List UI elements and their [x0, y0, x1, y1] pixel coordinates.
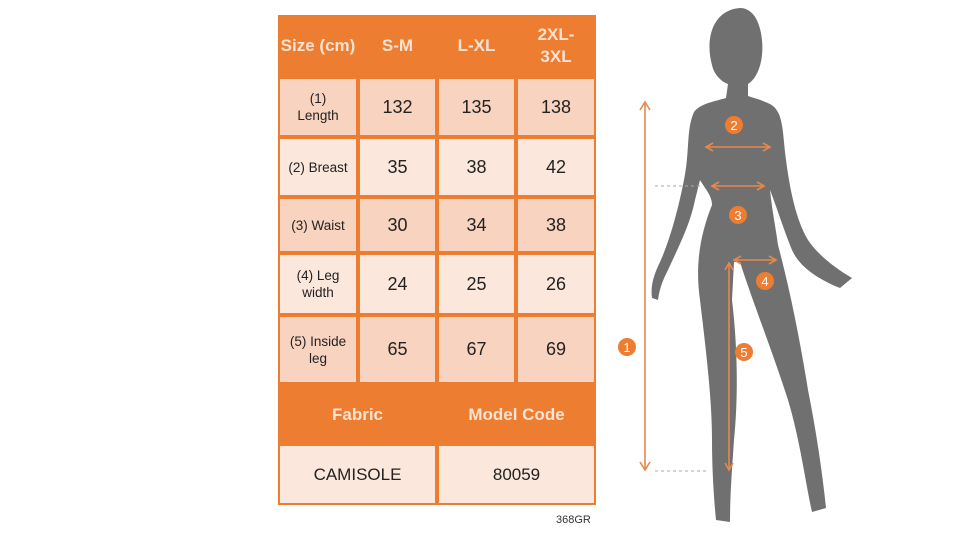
model-code-value: 80059 [439, 446, 594, 503]
marker-1 [618, 338, 636, 356]
marker-4-label: 4 [761, 274, 768, 289]
table-cell: 30 [360, 199, 435, 251]
measurement-arrows [639, 100, 778, 472]
row-label: (4) Leg width [280, 255, 356, 313]
marker-3 [729, 206, 747, 224]
fabric-header: Fabric [331, 405, 384, 424]
table-cell: 135 [439, 79, 514, 135]
marker-badges: 1 2 3 4 5 [618, 116, 774, 361]
table-cell: 65 [360, 317, 435, 382]
row-label: (5) Inside leg [280, 317, 356, 382]
row-label: (2) Breast [280, 139, 356, 195]
table-cell: 38 [518, 199, 594, 251]
marker-2-label: 2 [730, 118, 737, 133]
table-cell: 25 [439, 255, 514, 313]
header-s-m: S-M [381, 36, 414, 55]
marker-1-label: 1 [623, 340, 630, 355]
row-label: (3) Waist [280, 199, 356, 251]
header-2xl-3xl: 2XL-3XL [537, 25, 575, 66]
table-cell: 34 [439, 199, 514, 251]
table-cell: 24 [360, 255, 435, 313]
table-cell: 35 [360, 139, 435, 195]
header-size: Size (cm) [280, 36, 356, 55]
table-cell: 67 [439, 317, 514, 382]
marker-2 [725, 116, 743, 134]
table-cell: 38 [439, 139, 514, 195]
model-code-header: Model Code [468, 405, 565, 424]
fabric-value: CAMISOLE [280, 446, 435, 503]
silhouette [651, 8, 852, 522]
table-cell: 42 [518, 139, 594, 195]
table-cell: 69 [518, 317, 594, 382]
header-l-xl: L-XL [457, 36, 496, 55]
marker-3-label: 3 [734, 208, 741, 223]
marker-5 [735, 343, 753, 361]
marker-5-label: 5 [740, 345, 747, 360]
row-label: (1) Length [280, 79, 356, 135]
table-cell: 138 [518, 79, 594, 135]
table-cell: 132 [360, 79, 435, 135]
table-cell: 26 [518, 255, 594, 313]
marker-4 [756, 272, 774, 290]
size-chart-table: Size (cm) S-M L-XL 2XL-3XL (1) Length 132… [278, 15, 596, 505]
guide-lines [655, 185, 708, 472]
footer-code: 368GR [556, 514, 591, 526]
